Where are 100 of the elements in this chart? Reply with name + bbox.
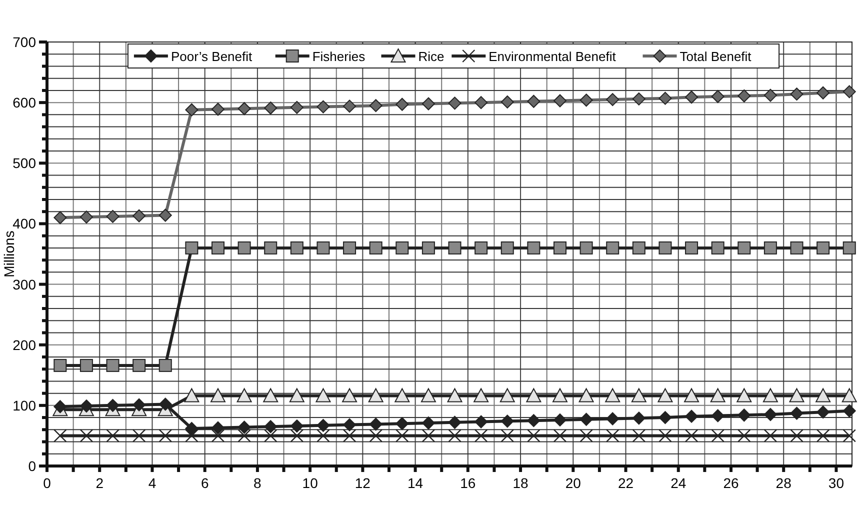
x-tick-label: 26 <box>723 475 739 491</box>
x-tick-label: 6 <box>200 475 209 491</box>
point <box>527 241 540 254</box>
point <box>396 241 409 254</box>
point <box>316 429 330 442</box>
point <box>106 429 120 442</box>
point <box>738 89 751 102</box>
point <box>553 429 567 442</box>
point <box>264 429 278 442</box>
point <box>80 210 93 224</box>
point <box>264 241 278 254</box>
y-tick-label: 400 <box>12 216 36 232</box>
point <box>211 241 224 254</box>
point <box>632 241 646 254</box>
point <box>500 414 514 428</box>
point <box>685 410 698 423</box>
point <box>500 95 514 108</box>
point <box>816 86 830 100</box>
point <box>185 241 198 254</box>
legend-label: Total Benefit <box>680 49 752 64</box>
point <box>106 358 120 372</box>
legend-label: Rice <box>418 49 444 64</box>
point <box>605 388 620 402</box>
point <box>211 429 225 442</box>
point <box>578 388 594 402</box>
point <box>658 411 672 424</box>
point <box>580 429 593 442</box>
point <box>842 429 856 442</box>
point <box>606 93 620 106</box>
point <box>263 388 278 402</box>
point <box>632 429 646 442</box>
point <box>553 241 566 254</box>
y-tick-label: 300 <box>12 276 36 292</box>
point <box>369 99 382 112</box>
point <box>369 418 382 431</box>
x-tick-label: 12 <box>354 475 371 491</box>
x-tick-label: 2 <box>96 475 104 491</box>
point <box>632 92 646 106</box>
point <box>762 388 778 402</box>
x-tick-label: 4 <box>148 475 156 491</box>
point <box>474 96 488 110</box>
point <box>658 429 672 442</box>
legend-label: Environmental Benefit <box>488 49 616 64</box>
point <box>842 388 857 402</box>
point <box>711 409 724 422</box>
point <box>711 241 724 254</box>
point <box>552 388 568 402</box>
point <box>80 358 93 372</box>
point <box>738 241 751 254</box>
y-tick-label: 600 <box>12 94 36 111</box>
point <box>132 398 146 412</box>
point <box>527 429 540 442</box>
point <box>342 388 358 402</box>
point <box>580 94 593 107</box>
point <box>685 90 698 104</box>
point <box>420 388 436 402</box>
point <box>448 416 462 429</box>
y-tick-label: 500 <box>12 155 36 172</box>
point <box>684 388 700 402</box>
point <box>211 421 224 434</box>
point <box>185 103 198 116</box>
point <box>658 388 673 402</box>
x-tick-label: 24 <box>670 475 686 491</box>
point <box>606 429 620 442</box>
point <box>343 241 356 254</box>
point <box>289 388 304 402</box>
point <box>816 241 830 254</box>
point <box>842 241 856 254</box>
point <box>343 418 356 432</box>
point <box>764 88 777 102</box>
point <box>185 422 198 435</box>
x-tick-label: 16 <box>460 475 476 491</box>
point <box>474 388 489 402</box>
point <box>290 100 304 114</box>
point <box>685 241 698 254</box>
y-tick-label: 100 <box>12 397 36 414</box>
point <box>764 408 777 422</box>
point <box>448 96 462 110</box>
point <box>580 241 593 254</box>
point <box>711 429 724 442</box>
point <box>368 388 384 402</box>
point <box>132 429 146 442</box>
point <box>54 211 67 224</box>
point <box>238 420 251 434</box>
point <box>132 358 146 372</box>
legend-label: Fisheries <box>312 49 366 64</box>
point <box>106 398 120 412</box>
point <box>106 210 120 223</box>
point <box>422 429 436 442</box>
point <box>710 388 726 402</box>
point <box>158 208 172 222</box>
point <box>553 94 566 108</box>
x-tick-label: 22 <box>618 475 634 491</box>
point <box>447 388 462 402</box>
point <box>500 429 514 442</box>
point <box>500 241 514 254</box>
point <box>526 388 542 402</box>
y-tick-label: 200 <box>12 336 36 353</box>
point <box>632 412 646 425</box>
point <box>527 414 540 428</box>
